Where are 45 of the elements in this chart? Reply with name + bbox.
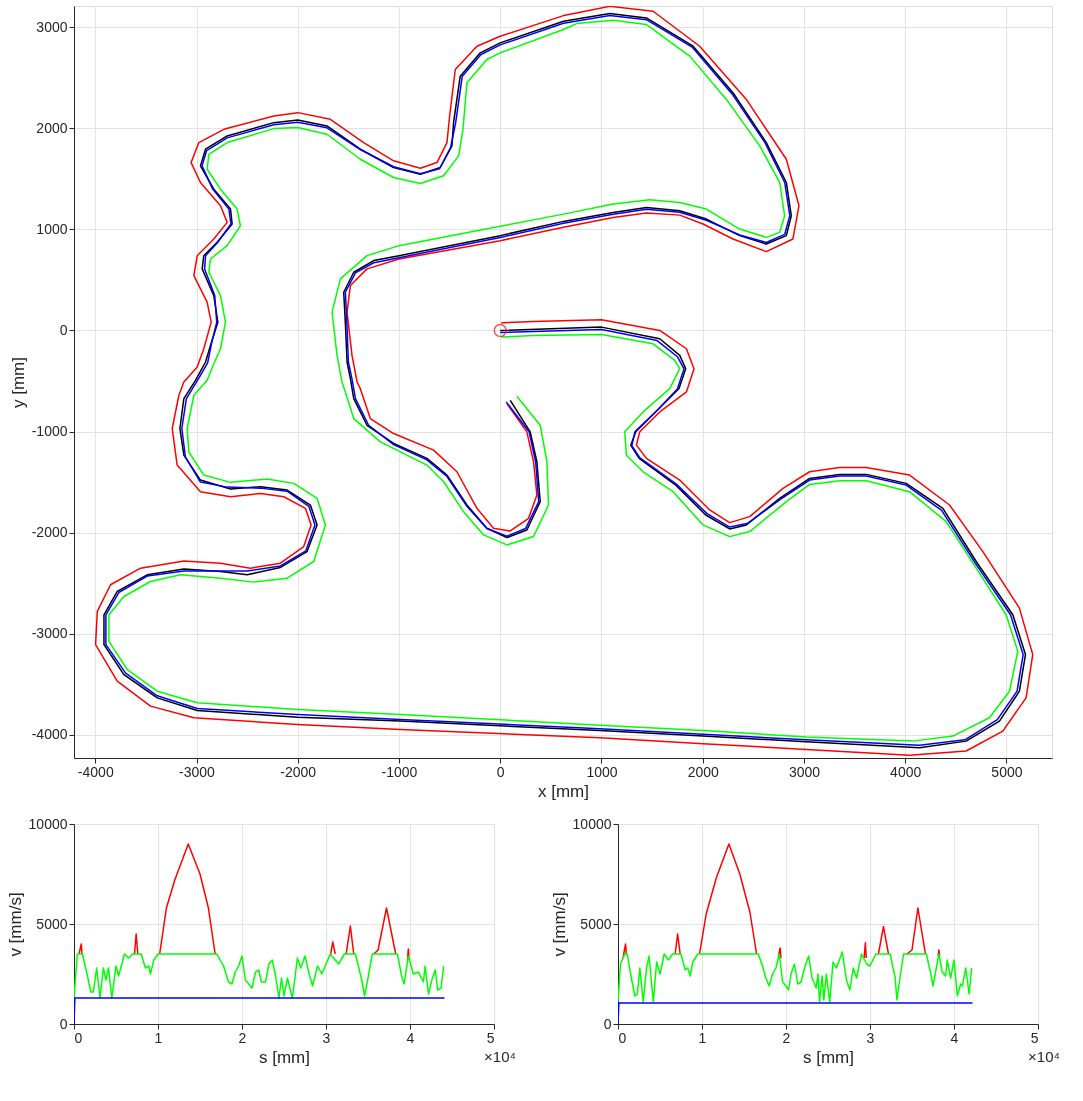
x-tick-label: -3000 — [179, 763, 216, 780]
line-series — [74, 953, 445, 999]
y-tick-label: -3000 — [31, 625, 68, 642]
x-tick-label: 3 — [322, 1029, 331, 1046]
x-tick-label: 0 — [618, 1029, 627, 1046]
x-tick-label: 5 — [486, 1029, 495, 1046]
x-axis-title: s [mm] — [259, 1047, 310, 1067]
x-axis-title: s [mm] — [803, 1047, 854, 1067]
x-tick-label: 2 — [238, 1029, 247, 1046]
text: ×10⁴ — [1028, 1048, 1060, 1065]
x-tick-label: -4000 — [77, 763, 114, 780]
y-tick-label: 5000 — [36, 915, 68, 932]
y-tick-label: 10000 — [28, 815, 68, 832]
x-tick-label: 2 — [782, 1029, 791, 1046]
y-tick-label: -4000 — [31, 726, 68, 743]
x-tick-label: 4 — [406, 1029, 415, 1046]
text: ×10⁴ — [484, 1048, 516, 1065]
x-tick-label: 4 — [950, 1029, 959, 1046]
x-tick-label: 1 — [698, 1029, 707, 1046]
y-tick-label: 3000 — [36, 18, 68, 35]
x-tick-label: 1 — [154, 1029, 163, 1046]
x-tick-label: 3 — [866, 1029, 875, 1046]
x-tick-label: 3000 — [788, 763, 821, 780]
x-axis-title: x [mm] — [538, 781, 589, 801]
y-tick-label: -2000 — [31, 524, 68, 541]
y-tick-label: -1000 — [31, 423, 68, 440]
y-axis-title: y [mm] — [8, 357, 28, 408]
x-tick-label: 5 — [1030, 1029, 1039, 1046]
y-tick-label: 0 — [603, 1015, 612, 1032]
y-axis-title: v [mm/s] — [549, 892, 569, 957]
line-series — [618, 951, 973, 1003]
y-tick-label: 0 — [59, 321, 68, 338]
x-tick-label: 2000 — [687, 763, 719, 780]
x-tick-label: -2000 — [280, 763, 317, 780]
x-tick-label: 0 — [496, 763, 505, 780]
y-tick-label: 5000 — [580, 915, 612, 932]
x-tick-label: 5000 — [991, 763, 1023, 780]
x-tick-label: 4000 — [890, 763, 922, 780]
y-tick-label: 1000 — [36, 220, 68, 237]
x-tick-label: -1000 — [381, 763, 418, 780]
y-tick-label: 2000 — [36, 119, 68, 136]
y-axis-title: v [mm/s] — [5, 892, 25, 957]
y-tick-label: 0 — [59, 1015, 68, 1032]
y-tick-label: 10000 — [572, 815, 612, 832]
x-tick-label: 0 — [74, 1029, 83, 1046]
